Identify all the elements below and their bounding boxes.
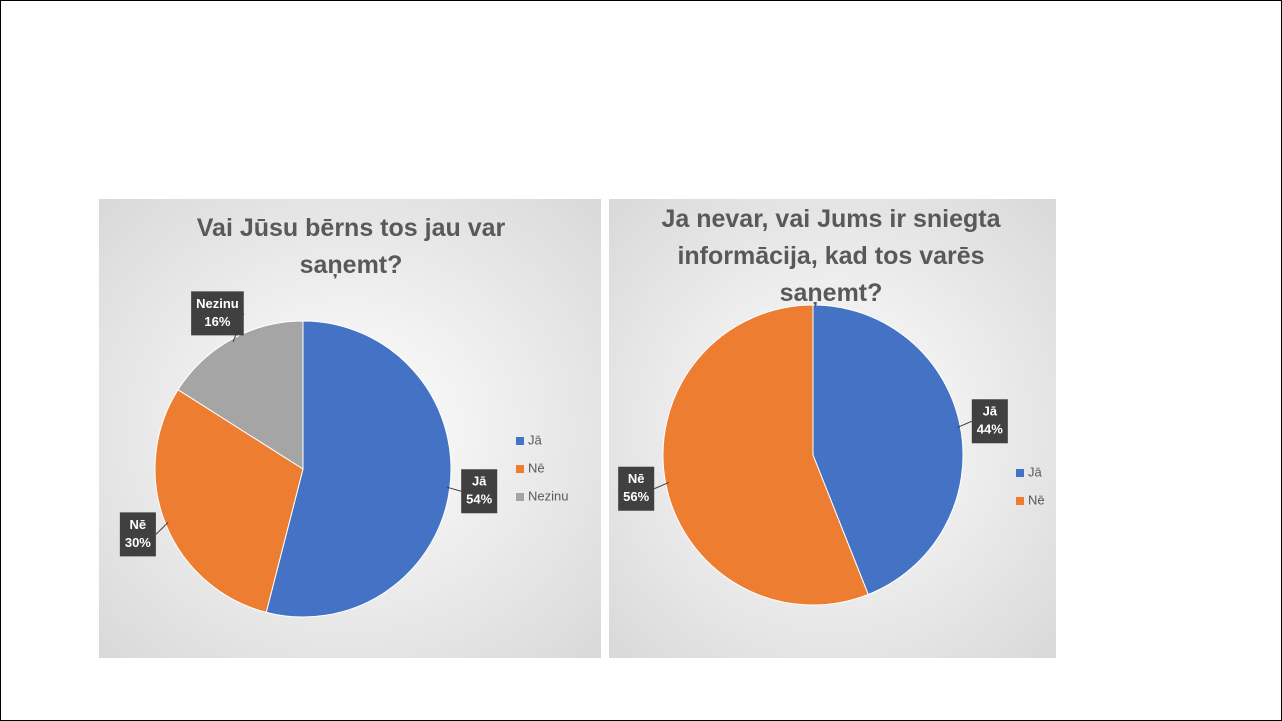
leader-line xyxy=(155,522,169,535)
legend-swatch xyxy=(1016,469,1024,477)
data-label: Jā 54% xyxy=(461,469,498,514)
data-label-box xyxy=(618,466,655,511)
data-label-value: 16% xyxy=(204,314,230,329)
data-label-value: 56% xyxy=(623,489,649,504)
data-label-value: 44% xyxy=(977,422,1003,437)
leader-line xyxy=(957,420,972,428)
data-label: Nē 30% xyxy=(119,512,156,557)
legend-label: Jā xyxy=(1028,464,1043,479)
chart-title: Vai Jūsu bērns tos jau var saņemt? xyxy=(196,214,506,279)
leader-line xyxy=(654,482,669,490)
pie-slice xyxy=(177,320,304,470)
legend-swatch xyxy=(516,437,524,445)
data-label-category: Nezinu xyxy=(196,296,239,311)
legend-label: Nē xyxy=(528,460,545,475)
data-label-box xyxy=(971,399,1008,444)
data-label: Jā 44% xyxy=(971,399,1008,444)
legend-swatch xyxy=(516,465,524,473)
data-label-category: Nē xyxy=(130,517,147,532)
data-label-category: Nē xyxy=(628,471,645,486)
pie-slice xyxy=(662,304,869,606)
pie-slice xyxy=(812,304,964,596)
data-label-box xyxy=(461,469,498,514)
data-label-box xyxy=(119,512,156,557)
data-label-category: Jā xyxy=(472,474,487,489)
legend-label: Nezinu xyxy=(528,488,568,503)
legend-swatch xyxy=(1016,497,1024,505)
data-label-category: Jā xyxy=(983,404,998,419)
pie-slice xyxy=(154,389,304,613)
data-label-box xyxy=(191,291,244,336)
data-label-value: 30% xyxy=(125,535,151,550)
data-label: Nezinu 16% xyxy=(191,291,244,336)
leader-line xyxy=(232,313,245,343)
legend-label: Nē xyxy=(1028,492,1045,507)
legend-swatch xyxy=(516,493,524,501)
leader-line xyxy=(446,486,462,492)
legend-label: Jā xyxy=(528,432,543,447)
data-label: Nē 56% xyxy=(618,466,655,511)
data-label-value: 54% xyxy=(466,492,492,507)
chart-title: Ja nevar, vai Jums ir sniegta informācij… xyxy=(661,205,1001,307)
